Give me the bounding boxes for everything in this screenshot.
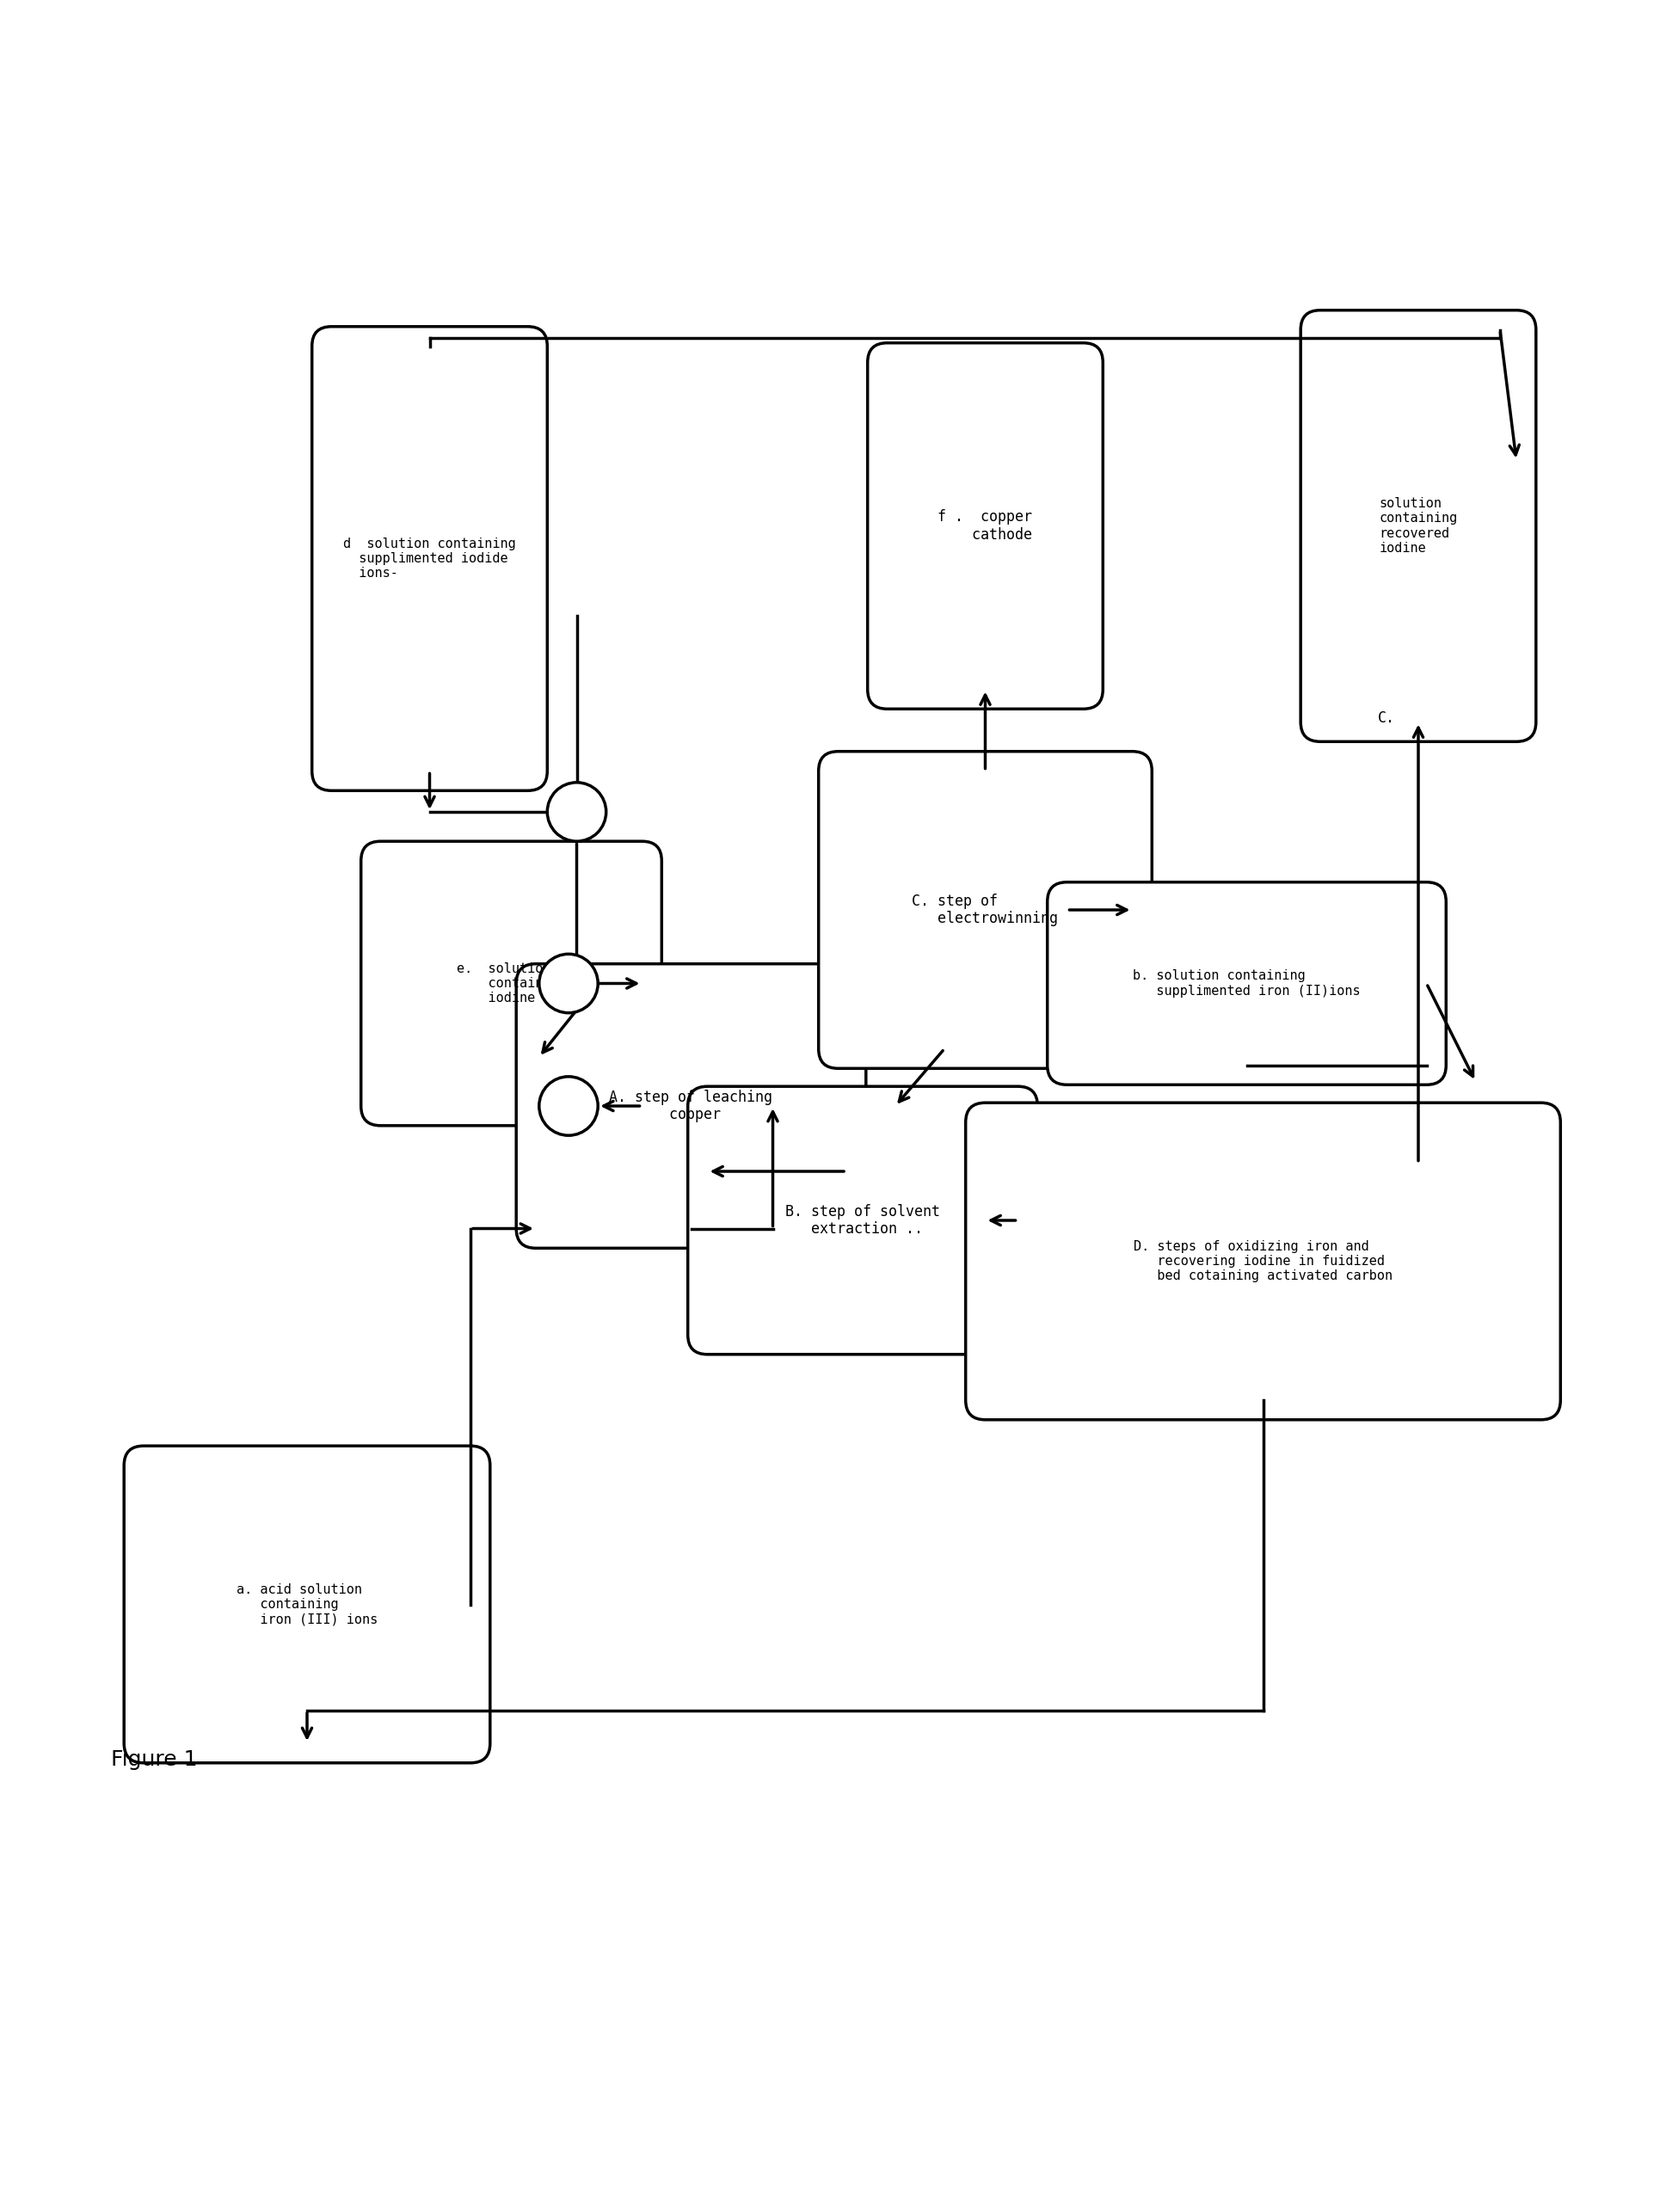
Text: D. steps of oxidizing iron and
   recovering iodine in fuidized
   bed cotaining: D. steps of oxidizing iron and recoverin… — [1134, 1239, 1393, 1283]
FancyBboxPatch shape — [124, 1447, 490, 1763]
Text: C.: C. — [1378, 710, 1394, 726]
Circle shape — [548, 783, 606, 841]
Text: e.  solution
    containing
    iodine: e. solution containing iodine — [456, 962, 566, 1004]
Text: Figure 1: Figure 1 — [111, 1750, 198, 1770]
FancyBboxPatch shape — [312, 327, 548, 790]
Text: solution
containing
recovered
iodine: solution containing recovered iodine — [1379, 498, 1457, 555]
Text: A. step of leaching
       copper: A. step of leaching copper — [609, 1088, 774, 1124]
FancyBboxPatch shape — [687, 1086, 1038, 1354]
FancyBboxPatch shape — [818, 752, 1152, 1068]
Circle shape — [540, 1077, 598, 1135]
FancyBboxPatch shape — [966, 1104, 1560, 1420]
FancyBboxPatch shape — [1301, 310, 1536, 741]
Text: C. step of
   electrowinning: C. step of electrowinning — [911, 894, 1059, 927]
FancyBboxPatch shape — [1047, 883, 1446, 1084]
FancyBboxPatch shape — [868, 343, 1102, 708]
Text: f .  copper
    cathode: f . copper cathode — [938, 509, 1033, 542]
Text: b. solution containing
   supplimented iron (II)ions: b. solution containing supplimented iron… — [1132, 969, 1361, 998]
Text: d  solution containing
  supplimented iodide
  ions-: d solution containing supplimented iodid… — [344, 538, 516, 580]
Circle shape — [540, 953, 598, 1013]
Text: B. step of solvent
   extraction ..: B. step of solvent extraction .. — [785, 1203, 940, 1237]
FancyBboxPatch shape — [516, 964, 867, 1248]
FancyBboxPatch shape — [360, 841, 662, 1126]
Text: a. acid solution
   containing
   iron (III) ions: a. acid solution containing iron (III) i… — [236, 1584, 378, 1626]
